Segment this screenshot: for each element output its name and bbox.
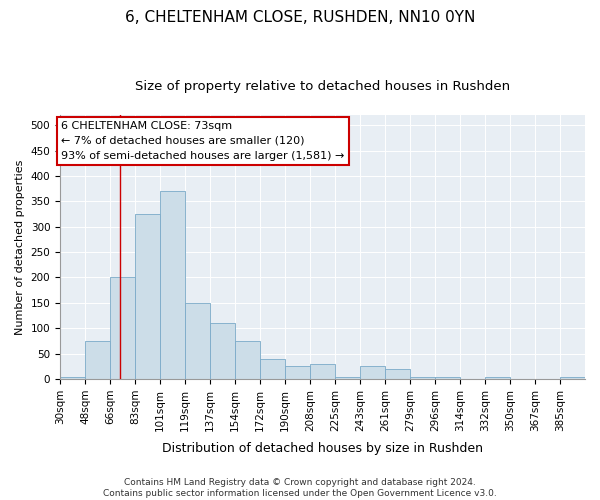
Bar xyxy=(85,341,110,379)
Bar xyxy=(160,191,185,379)
Bar xyxy=(60,376,85,379)
Bar xyxy=(410,376,435,379)
Bar xyxy=(210,323,235,379)
Bar xyxy=(385,369,410,379)
Bar xyxy=(310,364,335,379)
Y-axis label: Number of detached properties: Number of detached properties xyxy=(15,160,25,334)
Bar xyxy=(285,366,310,379)
Bar xyxy=(110,278,135,379)
Bar xyxy=(260,358,285,379)
Bar xyxy=(485,376,510,379)
Bar xyxy=(235,341,260,379)
Bar xyxy=(435,376,460,379)
Bar xyxy=(185,303,210,379)
Text: 6 CHELTENHAM CLOSE: 73sqm
← 7% of detached houses are smaller (120)
93% of semi-: 6 CHELTENHAM CLOSE: 73sqm ← 7% of detach… xyxy=(61,121,345,160)
Bar xyxy=(335,376,360,379)
Title: Size of property relative to detached houses in Rushden: Size of property relative to detached ho… xyxy=(135,80,510,93)
Bar xyxy=(560,376,585,379)
Text: 6, CHELTENHAM CLOSE, RUSHDEN, NN10 0YN: 6, CHELTENHAM CLOSE, RUSHDEN, NN10 0YN xyxy=(125,10,475,25)
X-axis label: Distribution of detached houses by size in Rushden: Distribution of detached houses by size … xyxy=(162,442,483,455)
Bar xyxy=(135,214,160,379)
Bar xyxy=(360,366,385,379)
Text: Contains HM Land Registry data © Crown copyright and database right 2024.
Contai: Contains HM Land Registry data © Crown c… xyxy=(103,478,497,498)
